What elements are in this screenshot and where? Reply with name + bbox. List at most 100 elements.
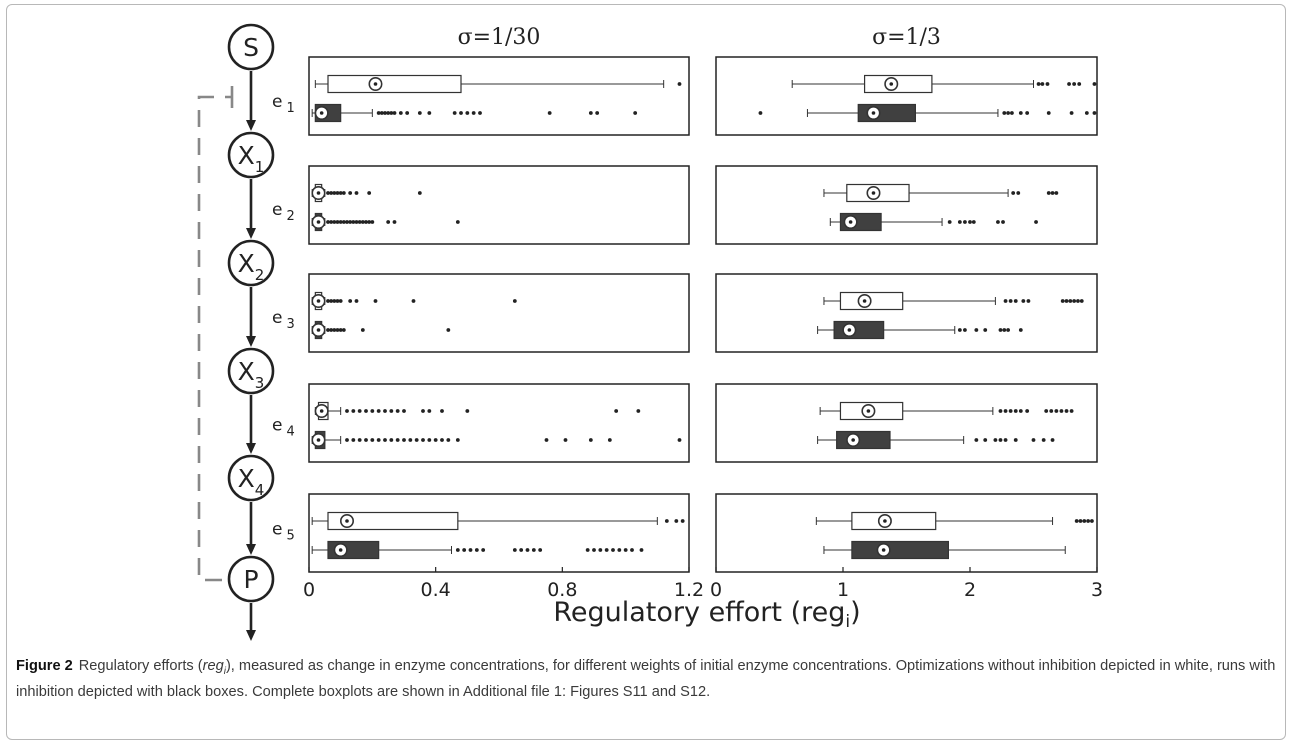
outlier-point bbox=[395, 438, 400, 442]
outlier-point bbox=[376, 438, 381, 442]
outlier-point bbox=[677, 438, 682, 442]
feedback-inhibition-line bbox=[197, 95, 232, 582]
outlier-point bbox=[351, 220, 356, 224]
outlier-point bbox=[338, 299, 343, 303]
outlier-point bbox=[1026, 299, 1031, 303]
outlier-point bbox=[1011, 191, 1016, 195]
median-dot bbox=[889, 82, 894, 86]
boxplot-c1-e4-without-inhibition bbox=[819, 401, 1074, 421]
outlier-point bbox=[326, 191, 330, 195]
outlier-point bbox=[459, 111, 463, 115]
outlier-point bbox=[996, 220, 1000, 224]
caption-italic-text: reg bbox=[202, 658, 224, 674]
outlier-point bbox=[630, 548, 634, 552]
median-dot bbox=[871, 111, 876, 115]
boxplot-c1-e3-with-inhibition bbox=[817, 320, 1023, 340]
outlier-point bbox=[525, 548, 530, 552]
outlier-point bbox=[1041, 438, 1046, 442]
outlier-point bbox=[1010, 111, 1014, 115]
outlier-point bbox=[427, 438, 432, 442]
outlier-point bbox=[357, 409, 362, 413]
outlier-point bbox=[1067, 82, 1071, 86]
outlier-point bbox=[1092, 82, 1097, 86]
median-dot bbox=[847, 328, 852, 332]
median-dot bbox=[338, 548, 343, 552]
boxplot-panels bbox=[308, 56, 1098, 573]
outlier-point bbox=[538, 548, 543, 552]
boxplot-c0-e2-with-inhibition bbox=[311, 212, 460, 232]
median-dot bbox=[345, 519, 349, 523]
outlier-point bbox=[1013, 438, 1018, 442]
outlier-point bbox=[1077, 82, 1082, 86]
outlier-point bbox=[544, 438, 549, 442]
outlier-point bbox=[389, 409, 394, 413]
boxplot-c0-e4-with-inhibition bbox=[311, 430, 682, 450]
outlier-point bbox=[963, 328, 967, 332]
outlier-point bbox=[1002, 328, 1007, 332]
outlier-point bbox=[1054, 191, 1059, 195]
box bbox=[851, 511, 937, 531]
caption-label: Figure 2 bbox=[16, 658, 73, 674]
outlier-point bbox=[957, 328, 962, 332]
outlier-point bbox=[351, 438, 356, 442]
boxplot-c0-e3-without-inhibition bbox=[311, 291, 517, 311]
median-dot bbox=[316, 438, 321, 442]
outlier-point bbox=[373, 299, 378, 303]
outlier-point bbox=[664, 519, 669, 523]
outlier-point bbox=[326, 299, 330, 303]
outlier-point bbox=[512, 548, 517, 552]
median-dot bbox=[319, 409, 324, 413]
column-title-1: σ=1/3 bbox=[872, 25, 941, 50]
figure-caption: Figure 2 Regulatory efforts (regi), measu… bbox=[16, 656, 1276, 702]
outlier-point bbox=[512, 299, 517, 303]
outlier-point bbox=[446, 328, 451, 332]
outlier-point bbox=[963, 220, 967, 224]
outlier-point bbox=[674, 519, 679, 523]
outlier-point bbox=[1018, 111, 1023, 115]
enzyme-subscript-1: 1 bbox=[286, 101, 294, 116]
outlier-point bbox=[332, 299, 337, 303]
node-circle-5 bbox=[227, 555, 275, 603]
node-circle-4 bbox=[227, 454, 275, 502]
outlier-point bbox=[1045, 82, 1050, 86]
median-dot bbox=[316, 191, 321, 195]
arrow-head-4 bbox=[246, 544, 256, 555]
outlier-point bbox=[386, 111, 391, 115]
outlier-point bbox=[1082, 519, 1087, 523]
outlier-point bbox=[332, 191, 337, 195]
outlier-point bbox=[348, 220, 353, 224]
outlier-point bbox=[1076, 299, 1080, 303]
outlier-point bbox=[433, 438, 438, 442]
outlier-point bbox=[440, 438, 444, 442]
x-tick-label: 0.8 bbox=[547, 579, 577, 601]
outlier-point bbox=[639, 548, 644, 552]
outlier-point bbox=[332, 328, 337, 332]
outlier-point bbox=[636, 409, 641, 413]
outlier-point bbox=[440, 409, 444, 413]
median-dot bbox=[373, 82, 378, 86]
node-subscript-4: 4 bbox=[255, 481, 265, 499]
outlier-point bbox=[335, 191, 340, 195]
outlier-point bbox=[341, 328, 346, 332]
outlier-point bbox=[402, 409, 406, 413]
outlier-point bbox=[1090, 519, 1094, 523]
box bbox=[327, 74, 462, 94]
outlier-point bbox=[351, 409, 356, 413]
median-dot bbox=[319, 111, 324, 115]
outlier-point bbox=[983, 328, 988, 332]
outlier-point bbox=[417, 111, 422, 115]
panel-frame-c0-e3 bbox=[308, 273, 690, 353]
box bbox=[833, 320, 885, 340]
boxplot-c1-e2-with-inhibition bbox=[829, 212, 1038, 232]
figure-frame bbox=[6, 4, 1286, 740]
outlier-point bbox=[354, 220, 359, 224]
outlier-point bbox=[947, 220, 952, 224]
node-circle-1 bbox=[227, 131, 275, 179]
outlier-point bbox=[1079, 299, 1084, 303]
arrow-head-3 bbox=[246, 443, 256, 454]
outlier-point bbox=[329, 299, 334, 303]
outlier-point bbox=[481, 548, 486, 552]
outlier-point bbox=[471, 111, 476, 115]
outlier-point bbox=[1003, 438, 1008, 442]
